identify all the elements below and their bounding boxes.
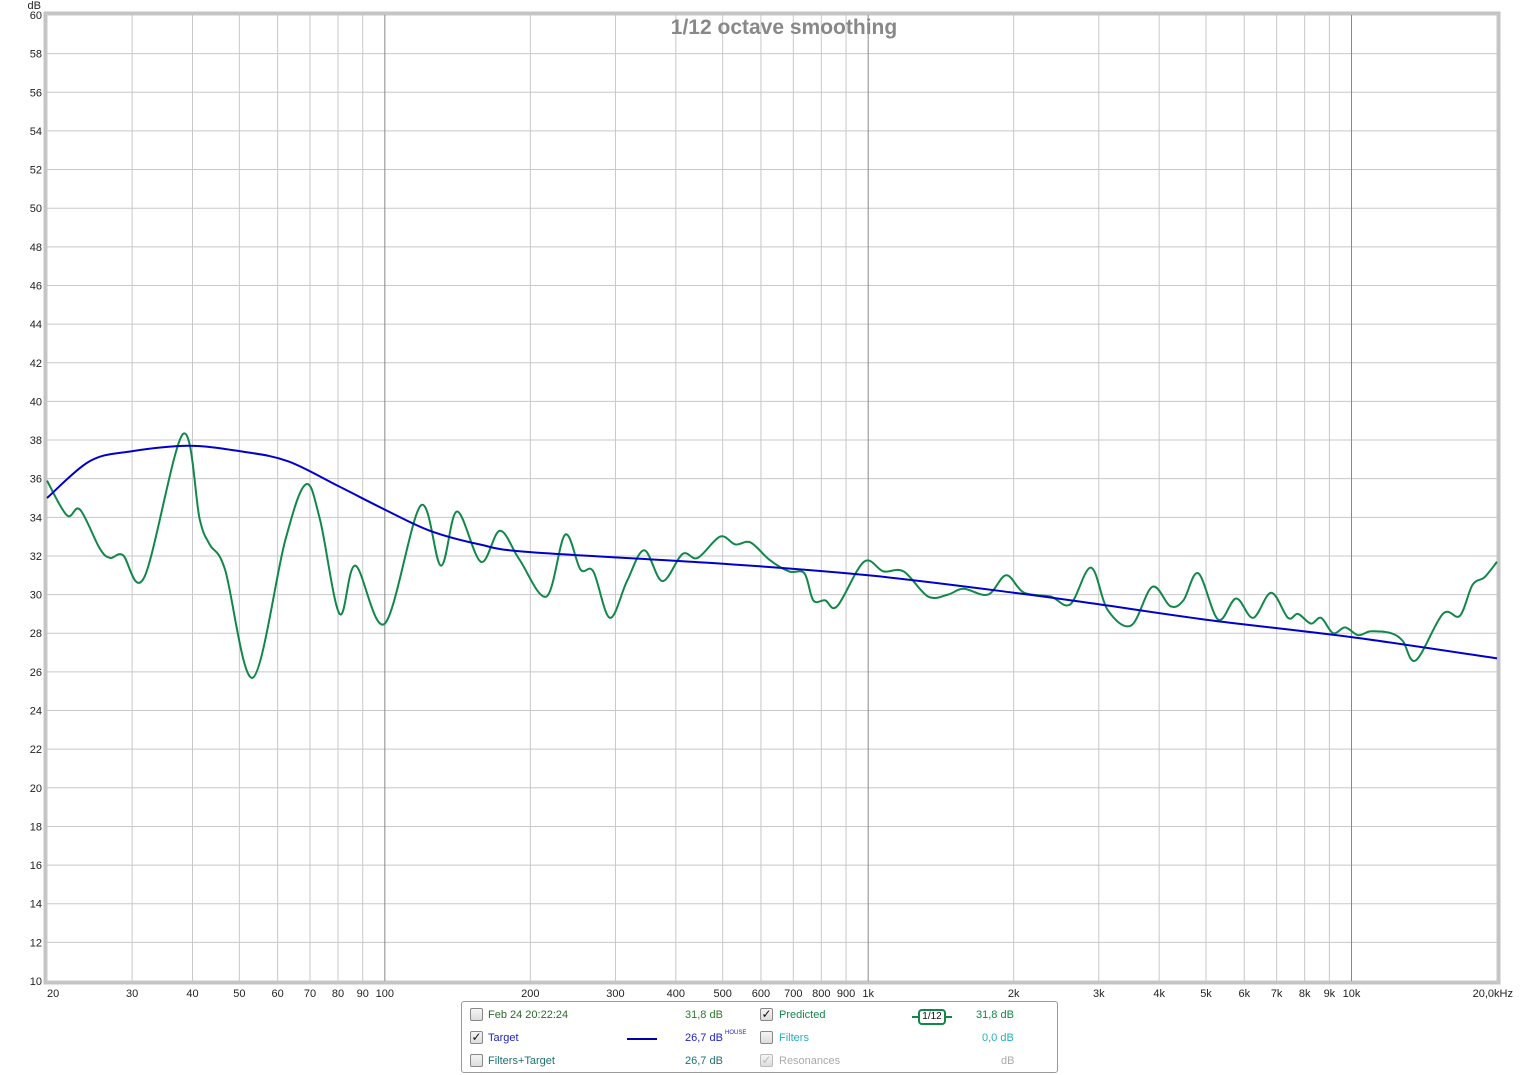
y-tick-label: 40 bbox=[30, 396, 42, 408]
y-tick-label: 10 bbox=[30, 976, 42, 988]
y-tick-label: 52 bbox=[30, 165, 42, 177]
predicted-checkbox[interactable]: ✓ bbox=[760, 1008, 773, 1021]
check-icon: ✓ bbox=[761, 1007, 772, 1021]
y-tick-label: 44 bbox=[30, 319, 42, 331]
y-tick-label: 46 bbox=[30, 280, 42, 292]
x-tick-label: 20 bbox=[47, 988, 59, 1000]
x-tick-label: 20,0kHz bbox=[1473, 988, 1513, 1000]
target-value-text: 26,7 dB bbox=[685, 1032, 723, 1044]
target-checkbox[interactable]: ✓ bbox=[470, 1031, 483, 1044]
x-tick-label: 90 bbox=[357, 988, 369, 1000]
y-tick-label: 58 bbox=[30, 49, 42, 61]
frequency-response-chart: 10 12 14 16 18 20 22 24 26 28 30 32 34 36 38 40 42 44 46 48… bbox=[28, 0, 1513, 1000]
predicted-value: 31,8 dB bbox=[976, 1009, 1014, 1021]
y-tick-label: 56 bbox=[30, 87, 42, 99]
x-tick-label: 700 bbox=[784, 988, 802, 1000]
filters-target-value: 26,7 dB bbox=[685, 1055, 723, 1067]
x-tick-label: 1k bbox=[862, 988, 874, 1000]
y-tick-label: 28 bbox=[30, 628, 42, 640]
x-tick-label: 2k bbox=[1008, 988, 1020, 1000]
filters-target-label: Filters+Target bbox=[488, 1055, 555, 1067]
y-tick-label: 32 bbox=[30, 551, 42, 563]
x-tick-label: 600 bbox=[752, 988, 770, 1000]
filters-checkbox[interactable] bbox=[760, 1031, 773, 1044]
smoothing-badge[interactable]: 1/12 bbox=[912, 1009, 952, 1025]
y-tick-label: 54 bbox=[30, 126, 42, 138]
filters-value: 0,0 dB bbox=[982, 1032, 1014, 1044]
predicted-label: Predicted bbox=[779, 1009, 826, 1021]
filters-label: Filters bbox=[779, 1032, 809, 1044]
x-tick-label: 800 bbox=[812, 988, 830, 1000]
x-tick-label: 70 bbox=[304, 988, 316, 1000]
check-icon: ✓ bbox=[471, 1030, 482, 1044]
x-tick-label: 10k bbox=[1343, 988, 1361, 1000]
measurement-checkbox[interactable] bbox=[470, 1008, 483, 1021]
plot-frame bbox=[43, 11, 1501, 985]
series-line-target bbox=[46, 444, 1498, 660]
y-tick-label: 30 bbox=[30, 590, 42, 602]
resonances-value: dB bbox=[1001, 1055, 1015, 1067]
x-tick-label: 7k bbox=[1271, 988, 1283, 1000]
x-tick-label: 500 bbox=[713, 988, 731, 1000]
measurement-label: Feb 24 20:22:24 bbox=[488, 1009, 569, 1021]
y-tick-label: 26 bbox=[30, 667, 42, 679]
y-tick-label: 12 bbox=[30, 937, 42, 949]
y-tick-label: 42 bbox=[30, 358, 42, 370]
y-tick-label: 22 bbox=[30, 744, 42, 756]
y-tick-label: 36 bbox=[30, 474, 42, 486]
x-tick-label: 200 bbox=[521, 988, 539, 1000]
x-tick-label: 80 bbox=[332, 988, 344, 1000]
target-value-sup: HOUSE bbox=[725, 1030, 747, 1036]
x-tick-label: 30 bbox=[126, 988, 138, 1000]
x-tick-label: 400 bbox=[667, 988, 685, 1000]
y-tick-label: 24 bbox=[30, 706, 42, 718]
x-tick-label: 900 bbox=[837, 988, 855, 1000]
series-line-predicted bbox=[46, 432, 1498, 679]
filters-target-checkbox[interactable] bbox=[470, 1054, 483, 1067]
x-tick-label: 50 bbox=[233, 988, 245, 1000]
x-tick-label: 8k bbox=[1299, 988, 1311, 1000]
y-tick-label: 16 bbox=[30, 860, 42, 872]
x-tick-label: 4k bbox=[1153, 988, 1165, 1000]
y-tick-label: 18 bbox=[30, 821, 42, 833]
resonances-label: Resonances bbox=[779, 1055, 841, 1067]
y-tick-label: 48 bbox=[30, 242, 42, 254]
y-tick-label: 20 bbox=[30, 783, 42, 795]
x-tick-label: 300 bbox=[606, 988, 624, 1000]
legend-panel: Feb 24 20:22:24 31,8 dB ✓ Target 26,7 dB… bbox=[461, 1001, 1058, 1073]
target-label: Target bbox=[488, 1032, 519, 1044]
x-tick-label: 60 bbox=[271, 988, 283, 1000]
x-tick-label: 100 bbox=[376, 988, 394, 1000]
y-axis-unit: dB bbox=[28, 0, 41, 12]
y-tick-label: 34 bbox=[30, 512, 42, 524]
x-tick-label: 3k bbox=[1093, 988, 1105, 1000]
x-tick-label: 40 bbox=[186, 988, 198, 1000]
check-icon: ✓ bbox=[761, 1053, 772, 1067]
chart-title: 1/12 octave smoothing bbox=[671, 16, 897, 39]
x-tick-label: 5k bbox=[1200, 988, 1212, 1000]
y-tick-label: 50 bbox=[30, 203, 42, 215]
y-tick-label: 60 bbox=[30, 10, 42, 22]
y-tick-label: 14 bbox=[30, 899, 42, 911]
resonances-checkbox: ✓ bbox=[760, 1054, 773, 1067]
x-tick-label: 9k bbox=[1324, 988, 1336, 1000]
x-tick-label: 6k bbox=[1238, 988, 1250, 1000]
target-line-swatch bbox=[627, 1038, 657, 1040]
y-tick-label: 38 bbox=[30, 435, 42, 447]
measurement-value: 31,8 dB bbox=[685, 1009, 723, 1021]
